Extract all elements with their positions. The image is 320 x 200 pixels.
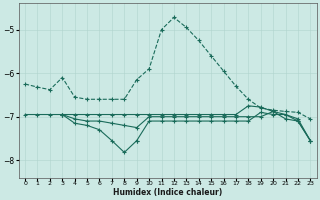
X-axis label: Humidex (Indice chaleur): Humidex (Indice chaleur) [113, 188, 222, 197]
